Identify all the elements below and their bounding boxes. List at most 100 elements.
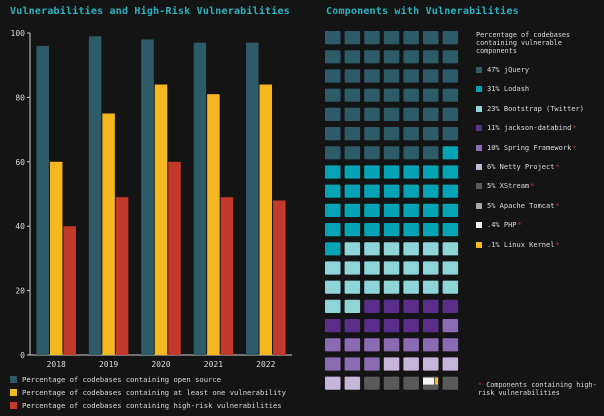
- waffle-cell-php: [423, 377, 434, 385]
- high-risk-marker: *: [572, 124, 577, 133]
- waffle-cell: [364, 146, 380, 160]
- waffle-cell: [423, 203, 439, 217]
- waffle-cell: [403, 223, 419, 237]
- waffle-cell: [423, 319, 439, 333]
- legend-swatch: [476, 202, 482, 209]
- waffle-cell: [344, 338, 361, 352]
- waffle-cell: [442, 127, 459, 141]
- waffle-cell-linux-kernel: [435, 377, 438, 385]
- high-risk-marker: *: [478, 381, 483, 389]
- waffle-cell: [344, 146, 361, 160]
- waffle-cell: [403, 338, 419, 352]
- bar: [220, 197, 234, 355]
- waffle-legend-item: 23% Bootstrap (Twitter): [476, 105, 584, 113]
- waffle-cell: [383, 146, 400, 160]
- waffle-cell: [442, 357, 459, 371]
- waffle-cell: [325, 184, 341, 198]
- waffle-cell: [364, 338, 380, 352]
- legend-label: 6% Netty Project: [487, 163, 555, 171]
- legend-label: Percentage of codebases containing open …: [22, 375, 222, 384]
- waffle-cell: [403, 357, 419, 371]
- x-tick-label: 2020: [151, 360, 170, 369]
- waffle-cell: [423, 88, 439, 102]
- x-tick-label: 2021: [204, 360, 223, 369]
- waffle-cell: [325, 223, 341, 237]
- x-tick-label: 2022: [256, 360, 275, 369]
- waffle-cell: [403, 184, 419, 198]
- waffle-cell: [403, 50, 419, 64]
- waffle-cell: [325, 261, 341, 275]
- legend-swatch: [10, 376, 17, 383]
- waffle-cell: [364, 319, 380, 333]
- waffle-cell: [423, 338, 439, 352]
- bar: [88, 36, 102, 355]
- waffle-cell: [344, 184, 361, 198]
- waffle-cell: [383, 299, 400, 313]
- high-risk-note-text: Components containing high-risk vulnerab…: [478, 381, 597, 397]
- waffle-cell: [403, 319, 419, 333]
- bar: [154, 84, 168, 356]
- waffle-cell: [325, 107, 341, 121]
- legend-label: Percentage of codebases containing at le…: [22, 388, 286, 397]
- waffle-cell: [344, 127, 361, 141]
- waffle-cell: [325, 357, 341, 371]
- bar: [207, 94, 220, 356]
- bar-legend-item-high-risk: Percentage of codebases containing high-…: [10, 401, 282, 410]
- waffle-legend-item: 10% Spring Framework *: [476, 144, 577, 152]
- waffle-cell: [423, 165, 439, 179]
- waffle-cell: [325, 31, 341, 45]
- bar: [141, 39, 154, 355]
- waffle-cell: [325, 203, 341, 217]
- waffle-cell: [403, 88, 419, 102]
- waffle-cell: [403, 299, 419, 313]
- high-risk-marker: *: [555, 163, 560, 171]
- waffle-cell: [442, 280, 459, 294]
- waffle-cell: [325, 88, 341, 102]
- waffle-cell: [344, 242, 361, 256]
- bar-chart-title: Vulnerabilities and High-Risk Vulnerabil…: [10, 6, 290, 17]
- legend-label: 10% Spring Framework: [487, 143, 572, 152]
- waffle-cell: [403, 203, 419, 217]
- high-risk-note: * Components containing high-risk vulner…: [478, 381, 603, 397]
- waffle-cell: [364, 223, 380, 237]
- waffle-cell: [325, 165, 341, 179]
- waffle-cell: [442, 184, 459, 198]
- waffle-cell: [403, 31, 419, 45]
- waffle-cell: [364, 299, 380, 313]
- legend-label: 47% jQuery: [487, 66, 530, 74]
- waffle-cell: [442, 107, 459, 121]
- waffle-cell: [442, 146, 459, 160]
- waffle-legend-item: 31% Lodash: [476, 85, 529, 93]
- bar-legend-item-vulnerability: Percentage of codebases containing at le…: [10, 388, 286, 397]
- waffle-legend-item: .4% PHP *: [476, 221, 522, 229]
- legend-swatch: [476, 67, 482, 73]
- waffle-cell: [442, 69, 459, 83]
- legend-label: 31% Lodash: [487, 85, 530, 94]
- bar: [63, 226, 76, 355]
- waffle-cell: [364, 261, 380, 275]
- waffle-cell: [364, 165, 380, 179]
- waffle-cell: [344, 107, 361, 121]
- waffle-cell: [423, 184, 439, 198]
- waffle-cell: [383, 242, 400, 256]
- waffle-cell: [344, 319, 361, 333]
- waffle-cell: [423, 107, 439, 121]
- bar: [168, 161, 181, 355]
- waffle-cell: [442, 203, 459, 217]
- waffle-cell: [364, 88, 380, 102]
- waffle-chart-title: Components with Vulnerabilities: [326, 6, 519, 17]
- waffle-cell: [364, 376, 380, 390]
- waffle-cell: [423, 223, 439, 237]
- waffle-cell: [403, 127, 419, 141]
- waffle-cell: [423, 280, 439, 294]
- bar: [193, 42, 207, 355]
- waffle-cell: [423, 242, 439, 256]
- waffle-cell: [423, 69, 439, 83]
- waffle-cell: [442, 338, 459, 352]
- waffle-cell: [364, 357, 380, 371]
- waffle-cell: [364, 184, 380, 198]
- waffle-cell: [344, 223, 361, 237]
- waffle-cell: [423, 146, 439, 160]
- high-risk-marker: *: [555, 240, 560, 249]
- waffle-cell: [403, 376, 419, 390]
